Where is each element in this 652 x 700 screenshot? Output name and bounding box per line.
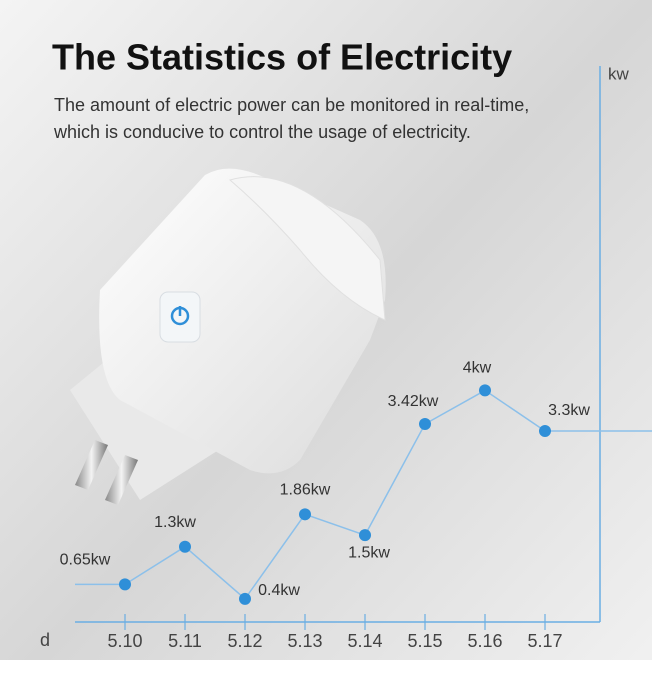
point — [299, 508, 311, 521]
point — [119, 578, 131, 591]
line — [124, 389, 546, 600]
subtitle: The amount of electric power can be moni… — [54, 95, 529, 115]
data-label: 1.5kw — [348, 544, 390, 561]
point — [239, 592, 251, 605]
data-label: 0.4kw — [258, 582, 300, 599]
x-tick-label: 5.10 — [107, 631, 142, 651]
plug-illustration — [70, 168, 386, 505]
point — [479, 384, 491, 397]
data-label: 3.42kw — [388, 393, 439, 410]
x-tick-label: 5.12 — [227, 631, 262, 651]
x-tick-label: 5.14 — [347, 631, 382, 651]
point — [179, 540, 191, 553]
data-label: 1.86kw — [280, 482, 331, 499]
x-tick-label: 5.11 — [168, 631, 202, 651]
point — [539, 424, 551, 437]
point — [419, 418, 431, 430]
x-tick-label: 5.17 — [527, 631, 562, 651]
data-label: 0.65kw — [60, 552, 111, 569]
title: The Statistics of Electricity — [52, 37, 512, 78]
y-axis-label: kw — [608, 64, 630, 83]
point — [359, 529, 371, 542]
x-axis-label: d — [40, 630, 50, 650]
subtitle: which is conducive to control the usage … — [53, 122, 471, 142]
x-tick-label: 5.13 — [287, 631, 322, 651]
x-tick-label: 5.15 — [407, 631, 442, 651]
data-label: 3.3kw — [548, 402, 590, 419]
x-tick-label: 5.16 — [467, 631, 502, 651]
bottom-band — [0, 660, 652, 700]
data-label: 1.3kw — [154, 514, 196, 531]
data-label: 4kw — [463, 360, 492, 377]
